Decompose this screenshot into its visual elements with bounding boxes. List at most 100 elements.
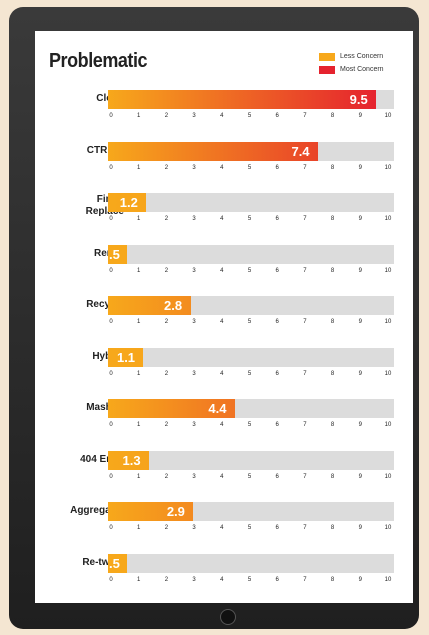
tick-label: 2 — [164, 319, 169, 325]
bar — [108, 141, 318, 161]
tick-label: 9 — [358, 216, 362, 222]
bar-row: CTRL-C 7.4 0 1 2 3 4 5 6 7 8 9 10 — [35, 141, 413, 192]
tick-label: 5 — [247, 319, 252, 325]
tablet-frame: Problematic Less Concern Most Concern Cl… — [9, 7, 419, 629]
tick-label: 5 — [247, 370, 252, 377]
bar-value-label: 2.9 — [166, 504, 185, 519]
tick-label: 2 — [164, 164, 169, 171]
legend-label-less-concern: Less Concern — [340, 53, 384, 60]
bar-track: 1.3 — [108, 450, 394, 470]
bar-track: .5 — [108, 553, 394, 573]
tick-label: 5 — [247, 267, 252, 274]
chart-title: Problematic — [49, 50, 148, 72]
tick-label: 0 — [109, 164, 113, 171]
bar — [108, 296, 191, 315]
bar-track: 7.4 — [108, 141, 394, 161]
tick-label: 10 — [384, 576, 392, 583]
category-label-line: Aggregator — [70, 505, 124, 516]
tick-label: 3 — [192, 164, 196, 171]
home-button[interactable] — [220, 609, 236, 625]
tick-label: 0 — [109, 113, 113, 119]
tick-label: 3 — [192, 113, 196, 119]
tick-label: 2 — [164, 216, 169, 222]
tick-label: 10 — [384, 164, 392, 171]
tick-label: 2 — [164, 525, 169, 531]
tick-label: 2 — [164, 422, 169, 428]
bar-value-label: 4.4 — [208, 401, 227, 416]
tick-label: 1 — [137, 576, 141, 583]
tick-label: 7 — [303, 370, 307, 377]
tick-label: 6 — [275, 576, 279, 583]
category-label-line: Recycle — [86, 299, 124, 310]
tick-label: 9 — [358, 525, 362, 531]
tick-label: 8 — [330, 576, 335, 583]
tick-label: 4 — [220, 525, 224, 531]
tick-label: 5 — [247, 473, 252, 480]
tick-label: 7 — [303, 113, 307, 119]
tick-label: 9 — [358, 576, 362, 583]
legend-item-most-concern: Most Concern — [319, 63, 384, 76]
tick-label: 4 — [220, 319, 224, 325]
tick-label: 1 — [137, 473, 141, 480]
category-label: CTRL-C — [38, 145, 124, 157]
bar-row: Aggregator 2.9 0 1 2 3 4 5 6 7 8 9 10 — [35, 502, 413, 552]
bar — [108, 553, 127, 573]
bar — [108, 450, 149, 470]
tick-label: 6 — [275, 113, 279, 119]
tick-label: 3 — [192, 319, 196, 325]
tick-label: 7 — [303, 422, 307, 428]
legend-swatch-less-concern — [319, 52, 335, 61]
bar-row: Recycle 2.8 0 1 2 3 4 5 6 7 8 9 10 — [35, 296, 413, 346]
tick-label: 0 — [109, 267, 113, 274]
bar-row: 404 Error 1.3 0 1 2 3 4 5 6 7 8 9 10 — [35, 450, 413, 501]
bar-track: 9.5 — [108, 90, 394, 109]
tick-label: 2 — [164, 267, 169, 274]
tick-label: 6 — [275, 319, 279, 325]
category-label: Recycle — [38, 299, 124, 311]
bar-track: 2.8 — [108, 296, 394, 315]
tick-label: 9 — [358, 473, 362, 480]
tick-label: 6 — [275, 370, 279, 377]
tick-label: 7 — [303, 473, 307, 480]
tick-label: 9 — [358, 319, 362, 325]
tick-label: 8 — [330, 216, 335, 222]
tick-label: 2 — [164, 473, 169, 480]
category-label-line: Mashup — [86, 402, 124, 413]
tick-label: 3 — [192, 370, 196, 377]
tick-label: 9 — [358, 370, 362, 377]
tick-label: 8 — [330, 164, 335, 171]
bar-value-label: 7.4 — [291, 143, 310, 159]
legend: Less Concern Most Concern — [319, 50, 384, 76]
tick-label: 1 — [137, 113, 141, 119]
tick-label: 0 — [109, 319, 113, 325]
tick-label: 0 — [109, 216, 113, 222]
tick-label: 1 — [137, 370, 141, 377]
tick-label: 5 — [247, 113, 252, 119]
tick-label: 0 — [109, 576, 113, 583]
tick-label: 9 — [358, 113, 362, 119]
bar-track: 4.4 — [108, 399, 394, 418]
tick-label: 7 — [303, 164, 307, 171]
tick-label: 8 — [330, 319, 335, 325]
tick-label: 6 — [275, 267, 279, 274]
tick-label: 10 — [384, 216, 392, 222]
tick-label: 5 — [247, 525, 252, 531]
chart-screen: Problematic Less Concern Most Concern Cl… — [35, 31, 413, 603]
tick-label: 3 — [192, 267, 196, 274]
tick-label: 2 — [164, 370, 169, 377]
tick-label: 5 — [247, 576, 252, 583]
tick-label: 10 — [384, 113, 392, 119]
tick-label: 5 — [247, 216, 252, 222]
category-label-line: Replace — [85, 206, 124, 217]
tick-label: 2 — [164, 576, 169, 583]
category-label: 404 Error — [38, 454, 124, 466]
tick-label: 1 — [137, 422, 141, 428]
category-label: Mashup — [38, 402, 124, 414]
tick-label: 3 — [192, 576, 196, 583]
bar-value-label: 1.1 — [116, 349, 136, 365]
category-label: Aggregator — [38, 505, 124, 517]
tick-label: 0 — [109, 473, 113, 480]
tick-label: 0 — [109, 422, 113, 428]
